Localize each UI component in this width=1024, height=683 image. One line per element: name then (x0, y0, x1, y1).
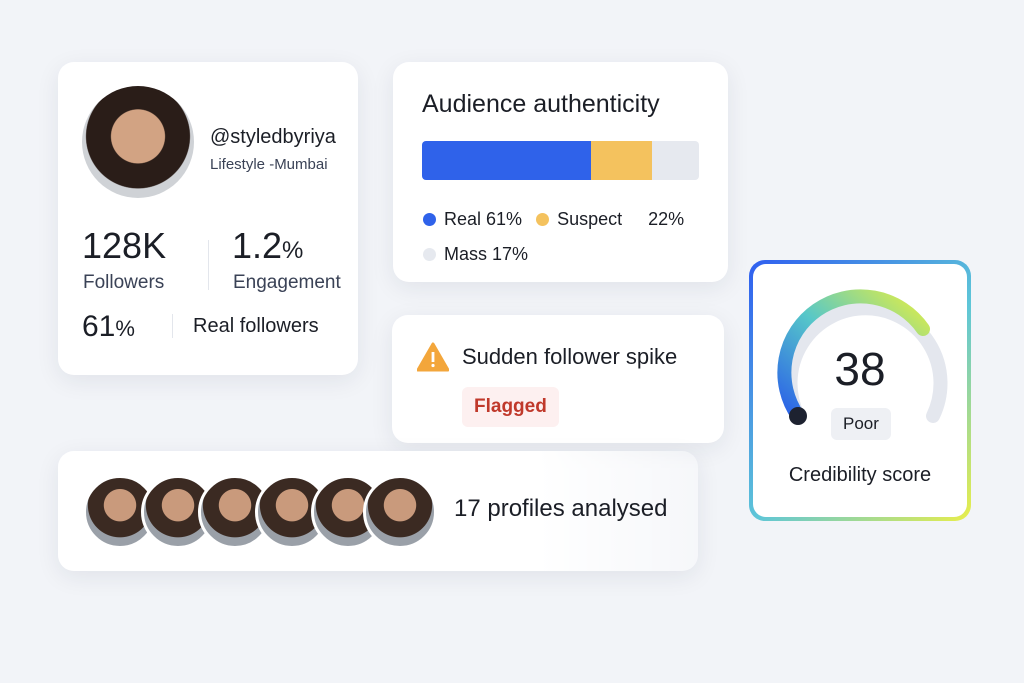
real-value: 61% (82, 310, 135, 344)
score-label: Credibility score (788, 464, 932, 486)
alert-card: Sudden follower spike Flagged (392, 315, 724, 443)
legend-name: Real (444, 209, 482, 229)
stacked-bar (422, 141, 699, 180)
legend-value: 22% (648, 209, 685, 229)
stat-number: 1.2 (232, 225, 283, 266)
legend-name: Mass (444, 244, 488, 264)
subtitle: Lifestyle -Mumbai (210, 156, 328, 173)
profile-card: @styledbyriya Lifestyle -Mumbai 128K Fol… (58, 62, 358, 375)
alert-title: Sudden follower spike (462, 344, 678, 369)
legend-name: Suspect (557, 209, 623, 229)
stat-label: Engagement (233, 272, 341, 293)
bar-segment (651, 141, 699, 180)
stat-value: 1.2% (232, 225, 303, 267)
legend-value: 17% (492, 244, 529, 264)
real-unit: % (115, 316, 135, 341)
legend-value: 61% (486, 209, 523, 229)
legend-item: Suspect 22% (536, 209, 684, 229)
legend-dot (423, 213, 436, 226)
stat-value: 128K (82, 225, 167, 266)
legend-item: Mass 17% (423, 244, 528, 264)
handle: @styledbyriya (210, 126, 336, 148)
avatar (82, 86, 194, 198)
flag-badge: Flagged (462, 387, 559, 427)
legend: Real 61% Suspect 22% Mass 17% (423, 202, 713, 272)
warning-icon (417, 342, 449, 372)
profiles-card: 17 profiles analysed (58, 451, 698, 571)
legend-row: Mass 17% (423, 237, 713, 272)
credibility-frame: 38 Poor Credibility score (749, 260, 971, 521)
bar-segment (590, 141, 652, 180)
legend-dot (536, 213, 550, 226)
stat-unit: % (282, 237, 304, 264)
divider (208, 240, 209, 290)
rating-badge: Poor (831, 408, 891, 440)
legend-dot (423, 248, 436, 261)
profiles-text: 17 profiles analysed (454, 495, 668, 522)
stat-label: Followers (83, 272, 165, 293)
real-number: 61 (82, 310, 116, 343)
real-label: Real followers (193, 315, 319, 337)
bar-segment (422, 141, 591, 180)
divider (172, 314, 173, 338)
credibility-card: 38 Poor Credibility score (753, 264, 967, 517)
gauge (777, 289, 948, 425)
legend-item: Real 61% (423, 209, 522, 229)
authenticity-card: Audience authenticity Real 61% Suspect 22% M… (393, 62, 728, 282)
card-title: Audience authenticity (422, 90, 660, 118)
legend-row: Real 61% Suspect 22% (423, 202, 713, 237)
score: 38 (834, 343, 886, 395)
avatar (363, 475, 437, 549)
